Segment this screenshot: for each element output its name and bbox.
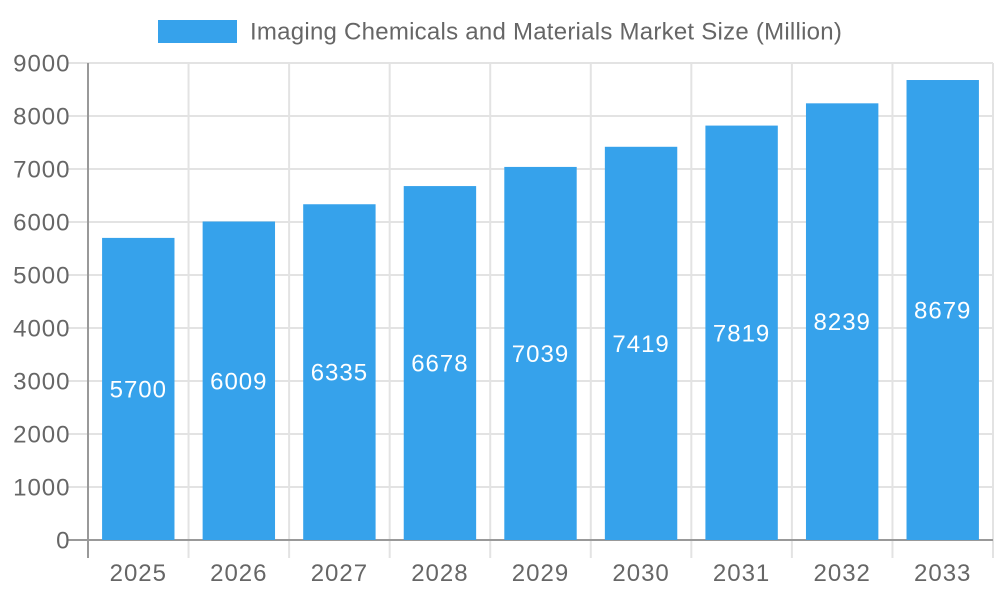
svg-text:2028: 2028 [411,560,468,587]
svg-text:4000: 4000 [13,316,70,343]
svg-text:9000: 9000 [13,51,70,78]
svg-text:2000: 2000 [13,422,70,449]
svg-text:6335: 6335 [311,360,368,387]
svg-text:0: 0 [56,528,70,555]
svg-text:3000: 3000 [13,369,70,396]
svg-text:2030: 2030 [612,560,669,587]
svg-text:2033: 2033 [914,560,971,587]
svg-text:2029: 2029 [512,560,569,587]
svg-text:5700: 5700 [110,376,167,403]
svg-text:7039: 7039 [512,341,569,368]
svg-text:2026: 2026 [210,560,267,587]
svg-text:5000: 5000 [13,263,70,290]
svg-text:6000: 6000 [13,210,70,237]
svg-text:8000: 8000 [13,104,70,131]
svg-text:7419: 7419 [612,331,669,358]
svg-text:7819: 7819 [713,320,770,347]
svg-text:1000: 1000 [13,475,70,502]
svg-text:2025: 2025 [110,560,167,587]
svg-text:8679: 8679 [914,298,971,325]
svg-text:6678: 6678 [411,351,468,378]
svg-text:2027: 2027 [311,560,368,587]
svg-text:6009: 6009 [210,368,267,395]
svg-text:2031: 2031 [713,560,770,587]
svg-text:Imaging Chemicals and Material: Imaging Chemicals and Materials Market S… [250,19,842,46]
svg-text:2032: 2032 [814,560,871,587]
svg-text:7000: 7000 [13,157,70,184]
svg-text:8239: 8239 [814,309,871,336]
